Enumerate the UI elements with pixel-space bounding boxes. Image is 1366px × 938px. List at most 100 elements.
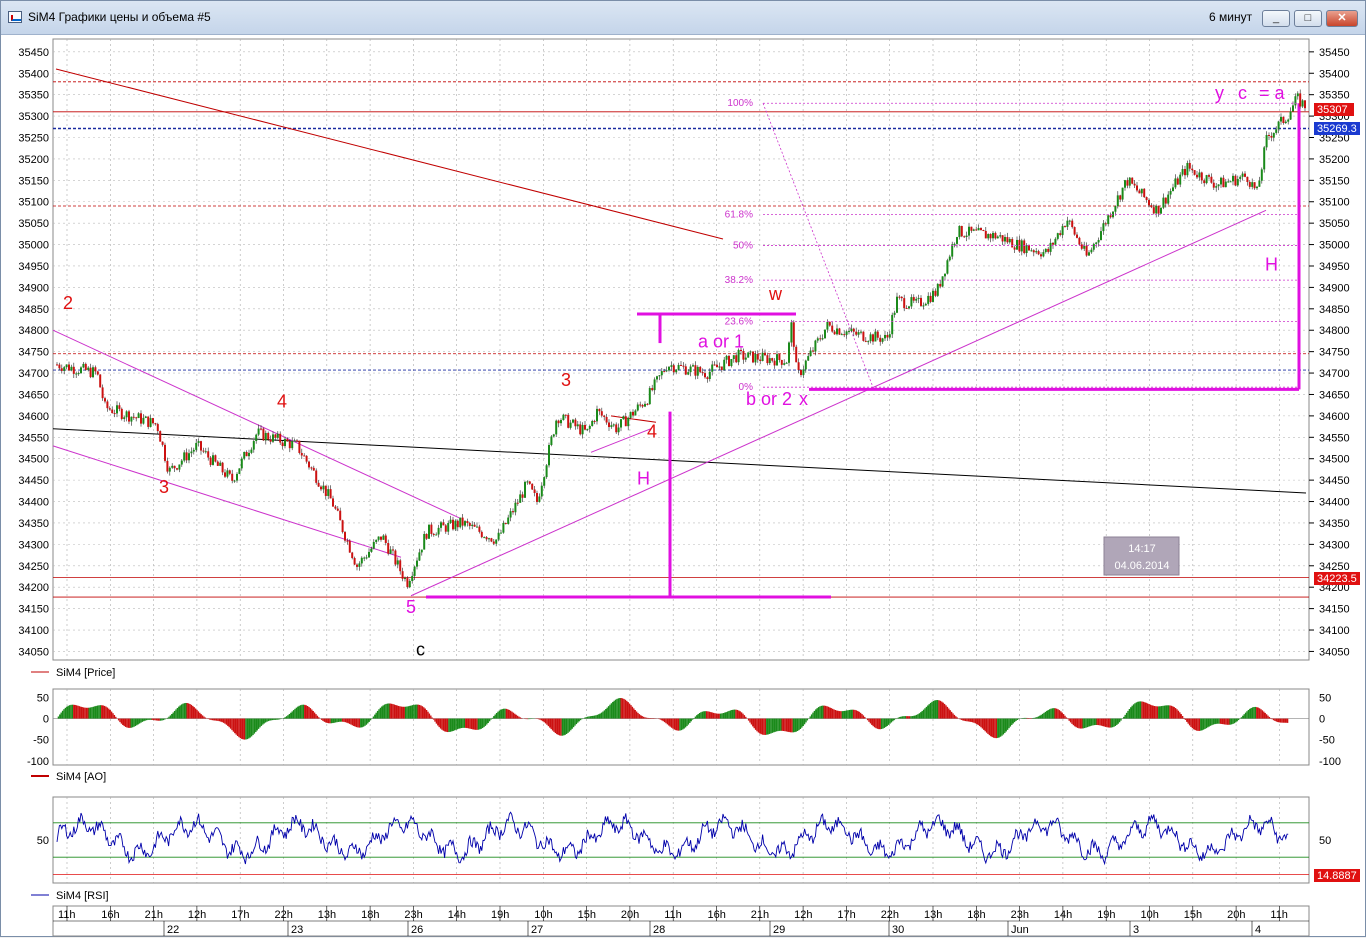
candle-body — [320, 486, 322, 490]
candle-body — [219, 462, 222, 466]
candle-body — [353, 558, 356, 565]
close-button[interactable]: ✕ — [1326, 10, 1358, 27]
candle-body — [58, 364, 61, 369]
candle-body — [1217, 184, 1220, 187]
candle-body — [248, 452, 250, 457]
candle-body — [1092, 243, 1095, 250]
candle-body — [1090, 249, 1093, 253]
wave-label: c — [1238, 83, 1247, 103]
date-label: 3 — [1133, 924, 1139, 936]
price-tick-left: 35100 — [18, 197, 49, 209]
candle-body — [1054, 238, 1057, 245]
candle-body — [845, 331, 848, 335]
candle-body — [744, 357, 747, 360]
fib-level-label: 23.6% — [725, 317, 753, 328]
candle-body — [478, 526, 481, 532]
candle-body — [797, 362, 800, 371]
candle-body — [1284, 121, 1287, 124]
minimize-button[interactable]: _ — [1262, 10, 1290, 27]
candle-body — [555, 420, 558, 435]
candle-body — [305, 455, 308, 462]
price-tick-right: 35250 — [1319, 133, 1350, 145]
time-label: 16h — [708, 909, 726, 921]
price-tick-left: 35450 — [18, 47, 49, 59]
time-label: 13h — [318, 909, 336, 921]
timeframe-label[interactable]: 6 минут — [1209, 10, 1253, 24]
candle-body — [291, 441, 294, 449]
svg-text:SiM4 [RSI]: SiM4 [RSI] — [56, 890, 109, 902]
candle-body — [1150, 205, 1153, 208]
candle-body — [440, 522, 442, 528]
candle-body — [468, 522, 471, 526]
candle-body — [1155, 205, 1158, 214]
candle-body — [192, 449, 195, 452]
candle-body — [1088, 252, 1090, 256]
candle-body — [711, 364, 714, 372]
time-label: 16h — [101, 909, 119, 921]
candle-body — [881, 338, 884, 342]
candle-body — [1301, 100, 1304, 107]
price-tick-left: 34450 — [18, 475, 49, 487]
time-label: 20h — [1227, 909, 1245, 921]
candle-body — [915, 298, 918, 301]
candle-body — [384, 535, 387, 543]
candle-body — [994, 232, 997, 239]
candle-body — [356, 564, 358, 567]
candle-body — [168, 467, 171, 472]
price-tick-right: 35350 — [1319, 90, 1350, 102]
fib-level-label: 50% — [733, 240, 753, 251]
candle-body — [569, 422, 572, 428]
candle-body — [622, 416, 625, 420]
candle-body — [1030, 250, 1033, 252]
candle-body — [99, 374, 102, 388]
price-tick-right: 35100 — [1319, 197, 1350, 209]
candle-body — [872, 334, 874, 342]
title-bar[interactable]: SiM4 Графики цены и объема #5 6 минут _ … — [1, 1, 1365, 35]
wave-label: H — [637, 468, 650, 488]
candle-body — [360, 557, 363, 564]
candle-body — [860, 331, 862, 333]
price-tick-left: 34350 — [18, 518, 49, 530]
candle-body — [1013, 247, 1016, 250]
candle-body — [668, 366, 670, 371]
candle-body — [1126, 180, 1129, 186]
candle-body — [538, 496, 541, 502]
time-label: 15h — [578, 909, 596, 921]
candle-body — [113, 413, 116, 415]
candle-body — [526, 481, 529, 483]
candle-body — [663, 371, 666, 373]
candle-body — [533, 489, 536, 493]
candle-body — [60, 368, 63, 371]
candle-body — [960, 225, 963, 237]
candle-body — [1016, 239, 1018, 250]
candle-body — [1253, 182, 1256, 189]
candle-body — [632, 411, 634, 416]
candle-body — [1220, 177, 1222, 185]
candle-body — [348, 540, 351, 553]
maximize-button[interactable]: □ — [1294, 10, 1322, 27]
price-tick-left: 35300 — [18, 111, 49, 123]
price-tick-left: 34050 — [18, 646, 49, 658]
candle-body — [987, 234, 990, 239]
candle-body — [670, 365, 673, 367]
candle-body — [394, 550, 397, 565]
time-label: 19h — [491, 909, 509, 921]
candle-body — [128, 411, 130, 422]
candle-body — [812, 350, 814, 352]
candle-body — [332, 498, 334, 507]
candle-body — [408, 580, 411, 588]
candle-body — [276, 433, 279, 438]
candle-body — [500, 532, 502, 534]
candle-body — [120, 408, 123, 419]
candle-body — [706, 377, 709, 380]
price-tick-left: 34300 — [18, 539, 49, 551]
candle-body — [514, 502, 517, 513]
wave-label: w — [768, 284, 783, 304]
price-tick-left: 34250 — [18, 561, 49, 573]
candle-body — [442, 522, 445, 526]
candle-body — [377, 536, 380, 540]
candle-body — [1169, 190, 1172, 195]
candle-body — [567, 414, 570, 428]
